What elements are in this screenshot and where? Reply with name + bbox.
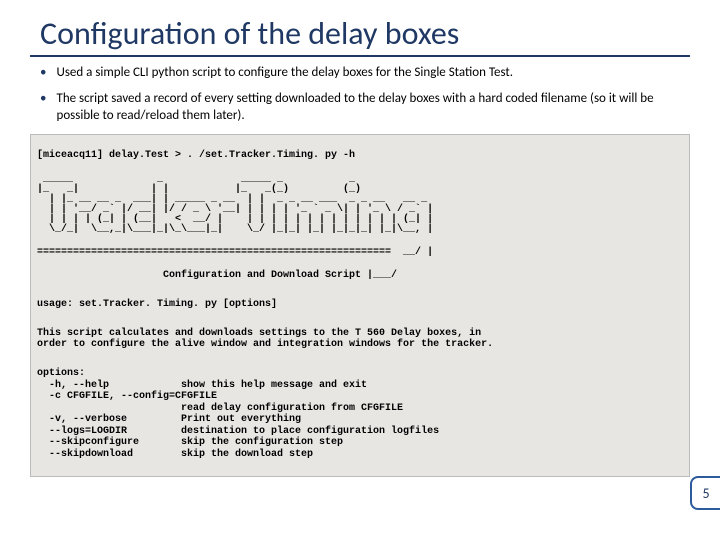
title-underline [30, 55, 690, 57]
bullet-item: • Used a simple CLI python script to con… [40, 65, 690, 81]
options-block: options: -h, --help show this help messa… [37, 368, 683, 460]
description-text: This script calculates and downloads set… [37, 328, 683, 351]
separator-line: ========================================… [37, 247, 683, 259]
terminal-output: [miceacq11] delay.Test > . /set.Tracker.… [30, 134, 690, 477]
terminal-command: [miceacq11] delay.Test > . /set.Tracker.… [37, 150, 683, 162]
bullet-text: Used a simple CLI python script to confi… [56, 65, 513, 81]
slide-title: Configuration of the delay boxes [0, 0, 720, 55]
bullet-dot: • [40, 65, 46, 81]
bullet-text: The script saved a record of every setti… [56, 91, 690, 124]
bullet-list: • Used a simple CLI python script to con… [0, 65, 720, 124]
config-script-line: Configuration and Download Script |___/ [37, 270, 683, 282]
ascii-art-banner: _____ _ _____ _ _ |_ _| | | |_ _(_) (_) … [37, 175, 683, 235]
page-number: 5 [690, 476, 720, 510]
bullet-item: • The script saved a record of every set… [40, 91, 690, 124]
bullet-dot: • [40, 91, 46, 107]
usage-line: usage: set.Tracker. Timing. py [options] [37, 299, 683, 311]
